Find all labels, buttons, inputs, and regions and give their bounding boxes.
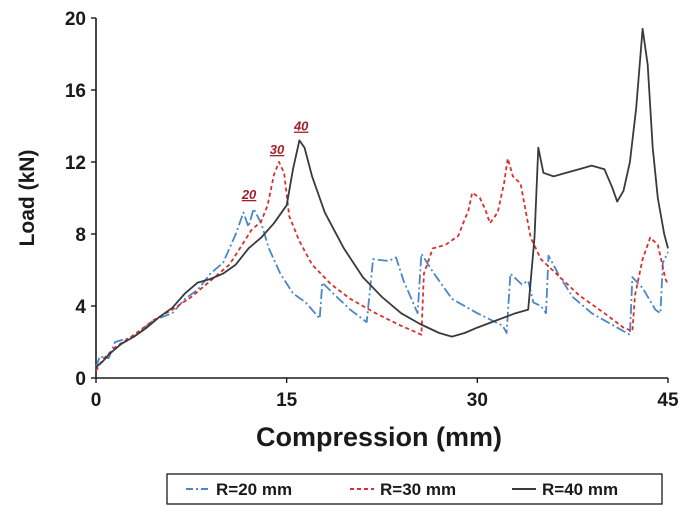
y-tick-label: 12 <box>65 153 86 174</box>
x-axis-title: Compression (mm) <box>256 422 502 452</box>
x-tick-label: 45 <box>657 390 679 411</box>
legend-label: R=40 mm <box>542 480 618 499</box>
y-tick-label: 8 <box>75 225 86 246</box>
series-line-r20 <box>95 207 669 368</box>
series-line-r30 <box>95 157 669 372</box>
peak-label: 30 <box>270 142 285 157</box>
x-tick-label: 30 <box>467 390 488 411</box>
y-axis-title: Load (kN) <box>16 150 39 247</box>
x-tick-label: 15 <box>276 390 298 411</box>
y-tick-label: 0 <box>75 369 86 390</box>
peak-label: 20 <box>241 187 257 202</box>
y-tick-label: 4 <box>75 297 86 318</box>
legend-label: R=30 mm <box>380 480 456 499</box>
peak-label: 40 <box>293 119 309 134</box>
legend-box <box>166 473 663 505</box>
series-layer <box>95 27 669 372</box>
chart-axes: 0 4 8 12 16 20 0 15 30 45 <box>65 9 679 411</box>
legend-label: R=20 mm <box>216 480 292 499</box>
legend: R=20 mm R=30 mm R=40 mm <box>166 473 663 505</box>
peak-label-layer: 20 30 40 <box>241 119 309 202</box>
x-tick-label: 0 <box>91 390 102 411</box>
y-tick-label: 16 <box>65 81 86 102</box>
y-tick-label: 20 <box>65 9 86 30</box>
series-line-r40 <box>95 27 669 368</box>
